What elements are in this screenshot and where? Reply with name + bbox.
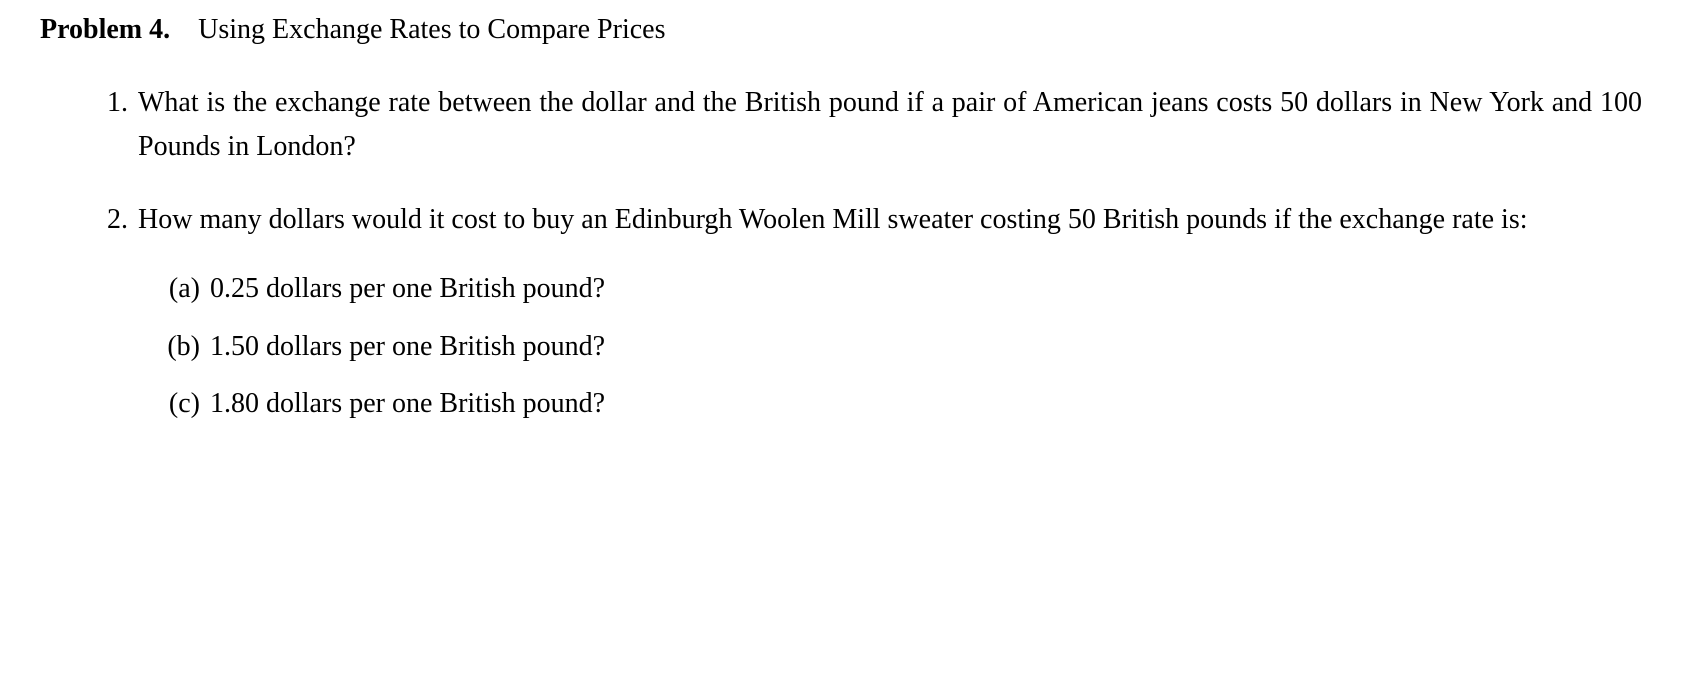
sub-item-label: (a) [152, 269, 200, 308]
item-text: How many dollars would it cost to buy an… [138, 198, 1642, 441]
page: Problem 4. Using Exchange Rates to Compa… [0, 0, 1682, 692]
problem-header: Problem 4. Using Exchange Rates to Compa… [40, 10, 1642, 49]
sub-list: (a) 0.25 dollars per one British pound? … [152, 269, 1642, 423]
item-number: 1. [90, 81, 128, 168]
header-spacer [177, 14, 191, 45]
list-item: 2. How many dollars would it cost to buy… [90, 198, 1642, 441]
problem-label: Problem 4. [40, 14, 170, 45]
sub-list-item: (c) 1.80 dollars per one British pound? [152, 384, 1642, 423]
sub-item-label: (b) [152, 327, 200, 366]
sub-item-text: 1.50 dollars per one British pound? [210, 327, 1642, 366]
item-text: What is the exchange rate between the do… [138, 81, 1642, 168]
item-text-content: How many dollars would it cost to buy an… [138, 204, 1528, 235]
sub-list-item: (a) 0.25 dollars per one British pound? [152, 269, 1642, 308]
sub-item-text: 0.25 dollars per one British pound? [210, 269, 1642, 308]
sub-item-label: (c) [152, 384, 200, 423]
problem-title: Using Exchange Rates to Compare Prices [198, 14, 665, 45]
item-number: 2. [90, 198, 128, 441]
list-item: 1. What is the exchange rate between the… [90, 81, 1642, 168]
sub-list-item: (b) 1.50 dollars per one British pound? [152, 327, 1642, 366]
sub-item-text: 1.80 dollars per one British pound? [210, 384, 1642, 423]
main-list: 1. What is the exchange rate between the… [90, 81, 1642, 441]
